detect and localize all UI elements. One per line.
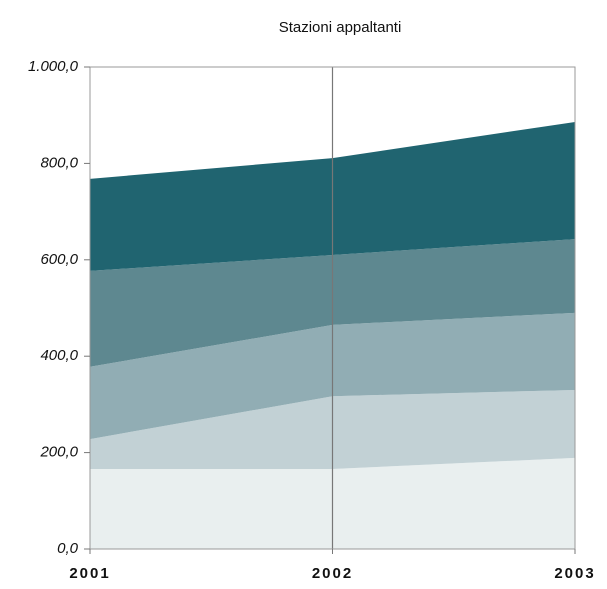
y-tick-label: 0,0 bbox=[57, 540, 79, 557]
x-tick-label: 2003 bbox=[554, 565, 595, 582]
y-tick-label: 1.000,0 bbox=[28, 58, 79, 75]
x-tick-label: 2001 bbox=[69, 565, 110, 582]
y-tick-label: 800,0 bbox=[40, 154, 78, 171]
y-tick-label: 400,0 bbox=[40, 347, 78, 364]
x-tick-label: 2002 bbox=[312, 565, 353, 582]
y-tick-label: 200,0 bbox=[39, 444, 78, 461]
y-tick-label: 600,0 bbox=[40, 251, 78, 268]
chart-title: Stazioni appaltanti bbox=[279, 19, 402, 36]
